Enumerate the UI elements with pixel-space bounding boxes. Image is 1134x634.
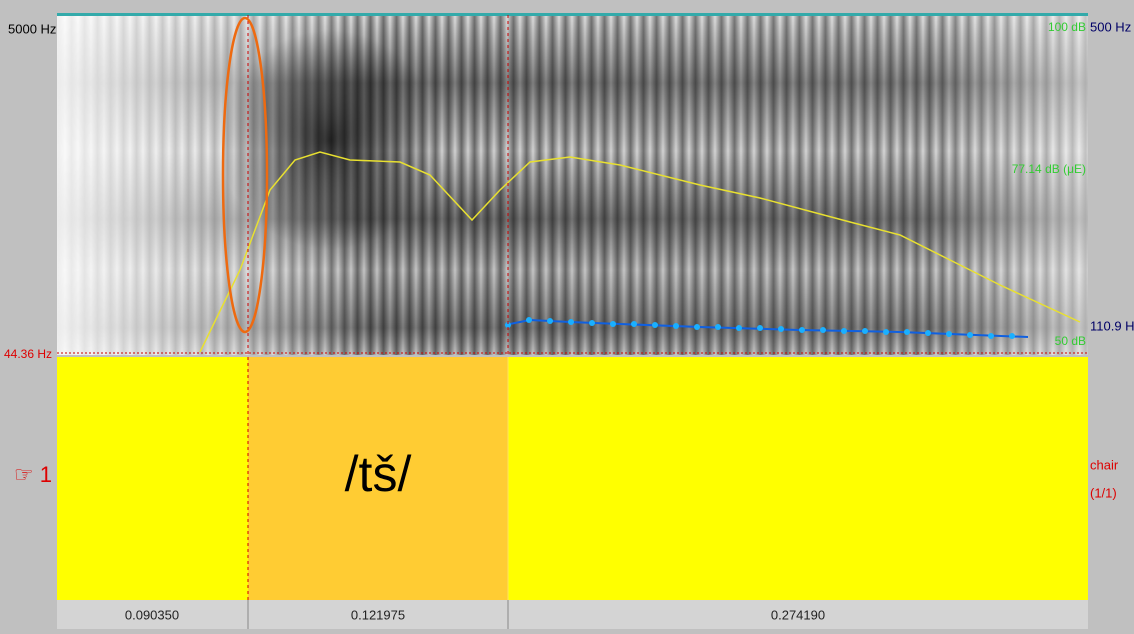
- freq-top: 5000 Hz: [8, 21, 56, 36]
- tier-number[interactable]: ☞ 1: [14, 462, 52, 487]
- tier[interactable]: [57, 357, 1088, 600]
- tier-count: (1/1): [1090, 485, 1117, 500]
- duration[interactable]: 0.090350: [125, 607, 179, 622]
- top-border: [57, 13, 1088, 16]
- pitch-value: 110.9 H: [1090, 318, 1134, 333]
- fricative-energy: [220, 30, 440, 250]
- pitch-top: 500 Hz: [1090, 19, 1131, 34]
- duration[interactable]: 0.121975: [351, 607, 405, 622]
- freq-bottom: 44.36 Hz: [4, 347, 52, 361]
- intensity-mid: 77.14 dB (μE): [1012, 162, 1086, 176]
- intensity-bottom: 50 dB: [1055, 334, 1086, 348]
- duration-row: [57, 600, 1088, 629]
- duration[interactable]: 0.274190: [771, 607, 825, 622]
- interval-label[interactable]: /tš/: [345, 446, 412, 502]
- spectrogram: [57, 15, 1088, 355]
- tier-name: chair: [1090, 457, 1119, 472]
- intensity-top: 100 dB: [1048, 20, 1086, 34]
- praat-window: 5000 Hz 44.36 Hz 100 dB 77.14 dB (μE) 50…: [0, 0, 1134, 629]
